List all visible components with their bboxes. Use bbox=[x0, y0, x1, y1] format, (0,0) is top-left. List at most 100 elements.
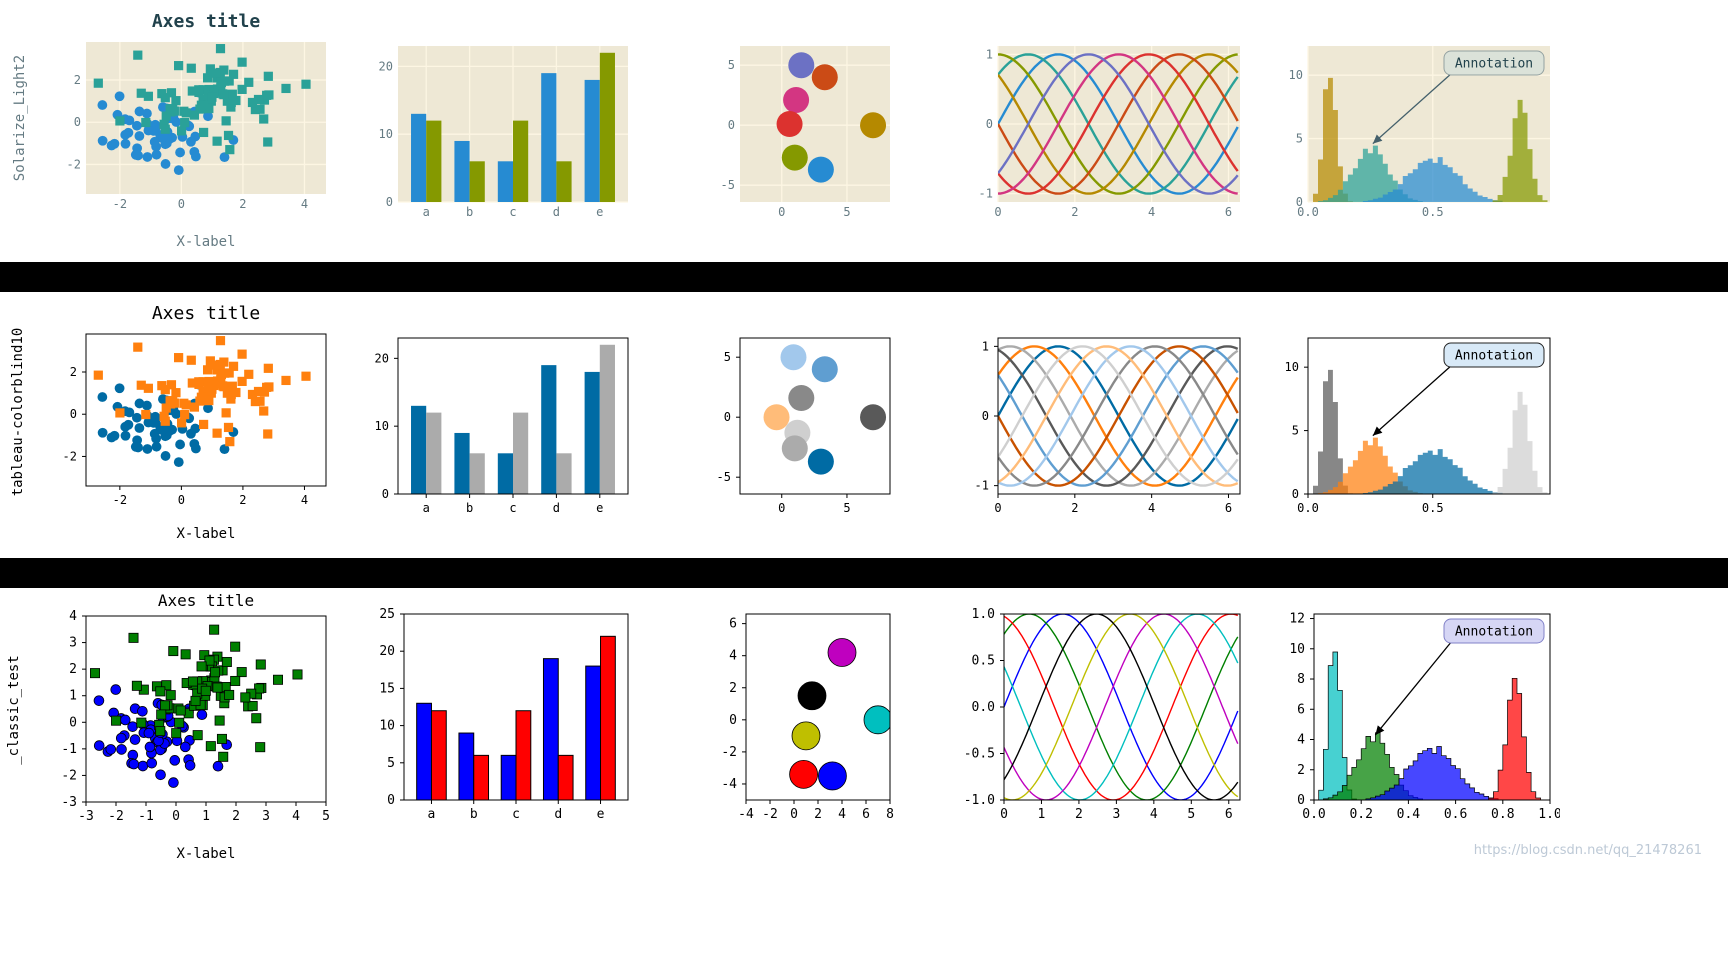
svg-text:0: 0 bbox=[728, 118, 735, 132]
svg-text:0.5: 0.5 bbox=[1422, 205, 1444, 219]
svg-text:2: 2 bbox=[74, 73, 81, 87]
svg-text:4: 4 bbox=[1148, 501, 1155, 515]
svg-text:1.0: 1.0 bbox=[972, 607, 995, 622]
svg-text:10: 10 bbox=[1289, 68, 1303, 82]
svg-text:12: 12 bbox=[1289, 612, 1305, 627]
svg-text:6: 6 bbox=[1225, 807, 1233, 822]
svg-text:-2: -2 bbox=[63, 449, 77, 463]
svg-text:2: 2 bbox=[1071, 205, 1078, 219]
row1-sine-waves-plot: 0 2 4 6-101 bbox=[979, 46, 1240, 219]
svg-text:1: 1 bbox=[982, 339, 989, 353]
row2-sine-waves-plot: 0 2 4 6 -1 0 1 bbox=[975, 337, 1241, 515]
svg-text:a: a bbox=[423, 501, 430, 515]
svg-text:-5: -5 bbox=[721, 178, 735, 192]
svg-text:0: 0 bbox=[69, 715, 77, 730]
svg-text:0: 0 bbox=[1296, 195, 1303, 209]
row3-histogram-plot: 0.0 0.2 0.4 0.6 0.8 1.0 0 2 4 6 8 10 12 Annotation bbox=[1289, 612, 1560, 822]
svg-text:5: 5 bbox=[843, 205, 850, 219]
svg-text:-1.0: -1.0 bbox=[964, 793, 995, 808]
svg-text:4: 4 bbox=[301, 197, 308, 211]
svg-text:e: e bbox=[596, 205, 603, 219]
svg-text:-0.5: -0.5 bbox=[964, 747, 995, 762]
svg-text:10: 10 bbox=[375, 419, 389, 433]
svg-text:Annotation: Annotation bbox=[1455, 625, 1533, 640]
svg-text:-1: -1 bbox=[975, 479, 989, 493]
svg-text:5: 5 bbox=[1296, 132, 1303, 146]
row3-bubble-scatter-plot: -4 -2 0 2 4 6 8 -4 -2 0 2 4 6 bbox=[721, 613, 894, 822]
svg-text:0.0: 0.0 bbox=[1297, 501, 1319, 515]
svg-text:b: b bbox=[466, 501, 473, 515]
svg-text:X-label: X-label bbox=[176, 234, 235, 250]
svg-text:4: 4 bbox=[838, 807, 846, 822]
svg-text:0.0: 0.0 bbox=[972, 700, 995, 715]
svg-text:6: 6 bbox=[1297, 702, 1305, 717]
svg-text:Annotation: Annotation bbox=[1455, 349, 1533, 364]
row3-sine-waves-plot: 0 1 2 3 4 5 6 -1.0 -0.5 0.0 0.5 1.0 bbox=[964, 607, 1241, 822]
svg-text:20: 20 bbox=[379, 59, 393, 73]
svg-text:2: 2 bbox=[70, 365, 77, 379]
svg-text:5: 5 bbox=[322, 809, 330, 824]
svg-text:-3: -3 bbox=[78, 809, 94, 824]
svg-text:4: 4 bbox=[69, 609, 77, 624]
svg-text:2: 2 bbox=[729, 681, 737, 696]
svg-text:2: 2 bbox=[69, 662, 77, 677]
row1-histogram-plot: 0.0 0.5 0 5 10 Annotation bbox=[1289, 46, 1550, 219]
svg-text:6: 6 bbox=[862, 807, 870, 822]
svg-text:0.5: 0.5 bbox=[1422, 501, 1444, 515]
svg-text:a: a bbox=[428, 807, 436, 822]
svg-text:5: 5 bbox=[724, 350, 731, 364]
svg-text:5: 5 bbox=[1292, 424, 1299, 438]
style-row-classic-test: _classic_test -3 -2 -1 0 1 2 3 4 5 -3 -2 -1 0 1 2 3 4 Axe… bbox=[0, 588, 1728, 959]
svg-text:0: 0 bbox=[178, 197, 185, 211]
svg-text:1.0: 1.0 bbox=[1538, 807, 1560, 822]
svg-text:-2: -2 bbox=[67, 157, 81, 171]
svg-text:0: 0 bbox=[986, 117, 993, 131]
svg-text:c: c bbox=[509, 205, 516, 219]
svg-text:d: d bbox=[554, 807, 562, 822]
svg-text:2: 2 bbox=[814, 807, 822, 822]
svg-text:10: 10 bbox=[379, 127, 393, 141]
svg-text:20: 20 bbox=[379, 644, 395, 659]
svg-text:0: 0 bbox=[74, 115, 81, 129]
row3-scatter-plot: -3 -2 -1 0 1 2 3 4 5 -3 -2 -1 0 1 2 3 4 Axes title X-label bbox=[61, 591, 330, 862]
svg-text:Annotation: Annotation bbox=[1455, 57, 1533, 72]
svg-text:0.0: 0.0 bbox=[1297, 205, 1319, 219]
svg-text:4: 4 bbox=[292, 809, 300, 824]
svg-text:10: 10 bbox=[1289, 642, 1305, 657]
svg-text:-2: -2 bbox=[113, 197, 127, 211]
svg-text:3: 3 bbox=[1112, 807, 1120, 822]
watermark-url: https://blog.csdn.net/qq_21478261 bbox=[1473, 843, 1702, 858]
svg-text:4: 4 bbox=[1150, 807, 1158, 822]
svg-text:0: 0 bbox=[994, 205, 1001, 219]
svg-text:Axes title: Axes title bbox=[152, 11, 261, 32]
svg-text:2: 2 bbox=[1075, 807, 1083, 822]
svg-text:b: b bbox=[466, 205, 473, 219]
svg-text:-1: -1 bbox=[138, 809, 154, 824]
svg-text:0: 0 bbox=[387, 793, 395, 808]
svg-text:8: 8 bbox=[1297, 672, 1305, 687]
svg-text:2: 2 bbox=[239, 197, 246, 211]
svg-text:3: 3 bbox=[69, 636, 77, 651]
svg-text:4: 4 bbox=[301, 493, 308, 507]
svg-text:0: 0 bbox=[1292, 487, 1299, 501]
svg-text:0: 0 bbox=[982, 409, 989, 423]
row-separator-1 bbox=[0, 262, 1728, 292]
svg-text:0: 0 bbox=[172, 809, 180, 824]
svg-text:e: e bbox=[597, 807, 605, 822]
svg-text:1: 1 bbox=[202, 809, 210, 824]
svg-text:0: 0 bbox=[386, 195, 393, 209]
row1-bar-chart: a b c d e 0 10 20 bbox=[379, 46, 628, 219]
row1-scatter-plot: -2 0 2 4 -2 0 2 Axes title X-label bbox=[67, 11, 326, 250]
svg-text:0: 0 bbox=[70, 407, 77, 421]
svg-text:2: 2 bbox=[232, 809, 240, 824]
svg-text:c: c bbox=[509, 501, 516, 515]
row2-scatter-plot: -2 0 2 4 -2 0 2 Axes title X-label bbox=[63, 303, 327, 542]
svg-text:2: 2 bbox=[1071, 501, 1078, 515]
svg-text:10: 10 bbox=[379, 719, 395, 734]
svg-text:0: 0 bbox=[382, 487, 389, 501]
svg-text:5: 5 bbox=[1187, 807, 1195, 822]
svg-text:0: 0 bbox=[1297, 793, 1305, 808]
svg-text:1: 1 bbox=[69, 689, 77, 704]
svg-text:6: 6 bbox=[1225, 205, 1232, 219]
